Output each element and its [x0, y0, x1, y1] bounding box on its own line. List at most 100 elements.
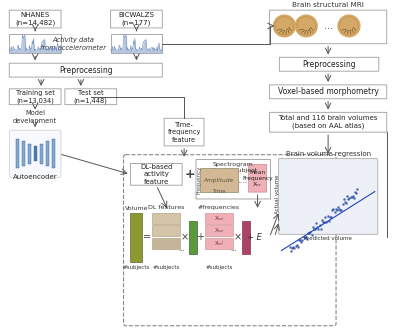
- FancyBboxPatch shape: [124, 155, 336, 326]
- Point: [334, 207, 340, 213]
- Text: Brain structural MRI: Brain structural MRI: [292, 2, 364, 8]
- FancyBboxPatch shape: [130, 164, 182, 185]
- FancyBboxPatch shape: [270, 112, 387, 132]
- Point: [332, 206, 339, 211]
- Text: BICWALZS
(n=177): BICWALZS (n=177): [118, 12, 154, 26]
- Point: [326, 218, 332, 224]
- Bar: [22, 141, 25, 166]
- Text: ...: ...: [230, 246, 237, 252]
- Point: [304, 236, 310, 241]
- FancyBboxPatch shape: [205, 238, 233, 249]
- Point: [302, 235, 308, 241]
- Text: Predicted volume: Predicted volume: [304, 236, 352, 241]
- FancyBboxPatch shape: [205, 225, 233, 236]
- Text: Time: Time: [212, 189, 226, 194]
- Text: Actual volume: Actual volume: [275, 174, 280, 214]
- FancyBboxPatch shape: [9, 130, 61, 177]
- FancyBboxPatch shape: [270, 10, 387, 44]
- Bar: [111, 34, 162, 53]
- Point: [344, 194, 350, 199]
- Text: Preprocessing: Preprocessing: [59, 66, 113, 75]
- Point: [337, 208, 344, 213]
- Point: [296, 237, 302, 243]
- Text: +: +: [185, 168, 195, 181]
- Point: [308, 232, 315, 237]
- Text: #frequencies: #frequencies: [198, 205, 240, 210]
- Text: Mean
Frequency
Xₙₛ: Mean Frequency Xₙₛ: [242, 170, 273, 187]
- Point: [335, 205, 341, 210]
- Text: Total and 116 brain volumes
(based on AAL atlas): Total and 116 brain volumes (based on AA…: [278, 115, 378, 129]
- FancyBboxPatch shape: [196, 160, 270, 199]
- Point: [313, 220, 319, 226]
- Point: [305, 231, 311, 236]
- Point: [311, 226, 317, 232]
- Text: Volume: Volume: [125, 206, 148, 211]
- Text: DL-based
activity
feature: DL-based activity feature: [140, 164, 172, 185]
- Circle shape: [295, 15, 317, 37]
- Point: [315, 226, 322, 231]
- FancyBboxPatch shape: [205, 213, 233, 223]
- Circle shape: [338, 15, 360, 37]
- Text: Xₙₛʲ: Xₙₛʲ: [214, 241, 223, 246]
- Point: [290, 244, 296, 249]
- Text: DL features: DL features: [148, 205, 184, 210]
- Bar: [16, 139, 19, 168]
- Point: [294, 242, 300, 247]
- FancyBboxPatch shape: [270, 85, 387, 99]
- FancyBboxPatch shape: [152, 213, 180, 223]
- Text: ×: ×: [181, 232, 189, 242]
- Point: [314, 224, 320, 229]
- Point: [329, 208, 336, 213]
- Text: =: =: [143, 232, 152, 242]
- Point: [343, 200, 349, 205]
- Point: [327, 214, 333, 220]
- Point: [306, 230, 312, 236]
- Point: [336, 206, 342, 212]
- Point: [350, 194, 356, 199]
- Point: [298, 239, 304, 244]
- FancyBboxPatch shape: [152, 225, 180, 236]
- Point: [303, 234, 309, 240]
- Text: ...: ...: [324, 21, 333, 31]
- Point: [351, 195, 357, 200]
- FancyBboxPatch shape: [200, 168, 238, 192]
- Point: [289, 246, 295, 251]
- Point: [321, 219, 328, 225]
- Point: [312, 227, 318, 232]
- Point: [338, 207, 344, 212]
- Point: [295, 245, 301, 250]
- Text: Xₙₛᵢ: Xₙₛᵢ: [214, 216, 223, 220]
- Text: Xₙₛᵢ: Xₙₛᵢ: [214, 228, 223, 233]
- Text: Preprocessing: Preprocessing: [302, 60, 356, 69]
- Point: [324, 214, 331, 219]
- Point: [307, 229, 314, 234]
- Point: [310, 224, 316, 229]
- FancyBboxPatch shape: [249, 164, 266, 192]
- FancyBboxPatch shape: [279, 57, 379, 71]
- Bar: [9, 34, 61, 53]
- Text: Training set
(n=13,034): Training set (n=13,034): [16, 90, 54, 104]
- Text: Amplitude: Amplitude: [204, 178, 234, 183]
- Bar: [242, 220, 250, 254]
- Circle shape: [274, 15, 295, 37]
- Text: ...: ...: [178, 246, 184, 252]
- FancyBboxPatch shape: [164, 118, 204, 146]
- Bar: [52, 139, 54, 168]
- Text: Time-
frequency
feature: Time- frequency feature: [168, 122, 201, 143]
- Point: [292, 243, 299, 248]
- Text: Model
development: Model development: [13, 110, 57, 124]
- Point: [323, 219, 330, 225]
- Point: [345, 196, 352, 202]
- FancyBboxPatch shape: [278, 159, 378, 234]
- FancyBboxPatch shape: [152, 238, 180, 249]
- Point: [299, 237, 306, 242]
- Text: #subjects: #subjects: [123, 265, 150, 270]
- Bar: [40, 144, 43, 164]
- Point: [300, 235, 307, 240]
- Text: +: +: [196, 232, 204, 242]
- Text: #subjects: #subjects: [152, 265, 180, 270]
- FancyBboxPatch shape: [65, 89, 117, 105]
- Bar: [46, 141, 48, 166]
- Point: [322, 214, 328, 220]
- Point: [328, 214, 334, 220]
